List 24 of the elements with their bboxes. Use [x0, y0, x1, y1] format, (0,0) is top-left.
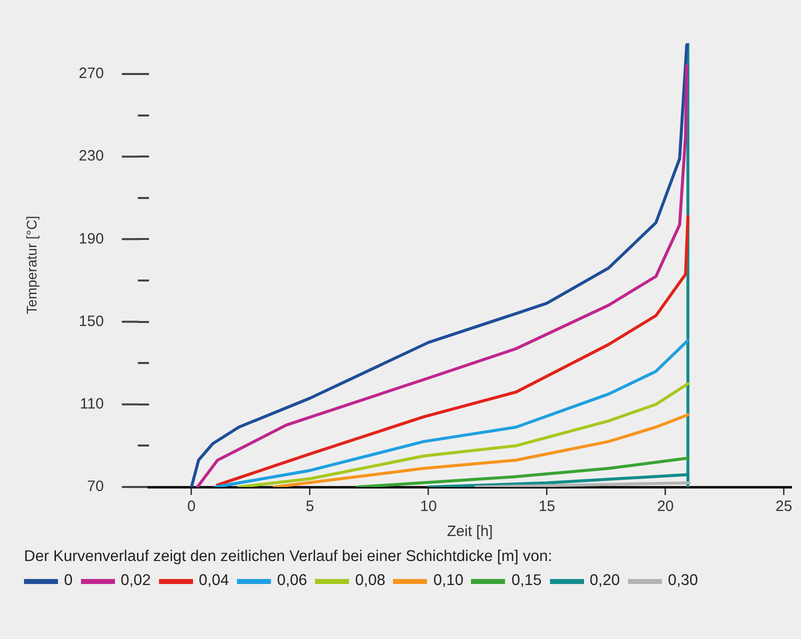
x-tick-label: 25 [776, 498, 792, 516]
legend-label: 0,30 [668, 572, 698, 590]
legend-label: 0,06 [276, 572, 308, 590]
legend-label: 0,20 [590, 572, 620, 590]
y-tick-label: 270 [78, 65, 104, 82]
y-tick-label: 190 [78, 230, 104, 248]
y-tick-label: 230 [78, 148, 104, 165]
legend-label: 0,10 [433, 572, 464, 590]
legend-label: 0,04 [198, 572, 229, 590]
x-tick-label: 0 [187, 498, 196, 516]
legend-label: 0,08 [355, 572, 386, 590]
x-tick-label: 15 [538, 498, 556, 516]
x-tick-label: 5 [306, 498, 314, 516]
x-tick-label: 20 [657, 498, 674, 516]
y-tick-label: 70 [87, 478, 104, 496]
x-tick-label: 10 [420, 498, 437, 516]
legend-label: 0,02 [120, 572, 151, 590]
y-tick-label: 150 [78, 312, 104, 330]
legend-title: Der Kurvenverlauf zeigt den zeitlichen Verlauf bei einer Schichtdicke [m] von: [24, 548, 554, 566]
y-tick-label: 110 [80, 396, 104, 413]
legend-label: 0 [64, 572, 73, 590]
y-axis-title: Temperatur [°C] [23, 216, 40, 314]
legend-label: 0,15 [511, 572, 542, 590]
x-axis-title: Zeit [h] [446, 523, 493, 540]
